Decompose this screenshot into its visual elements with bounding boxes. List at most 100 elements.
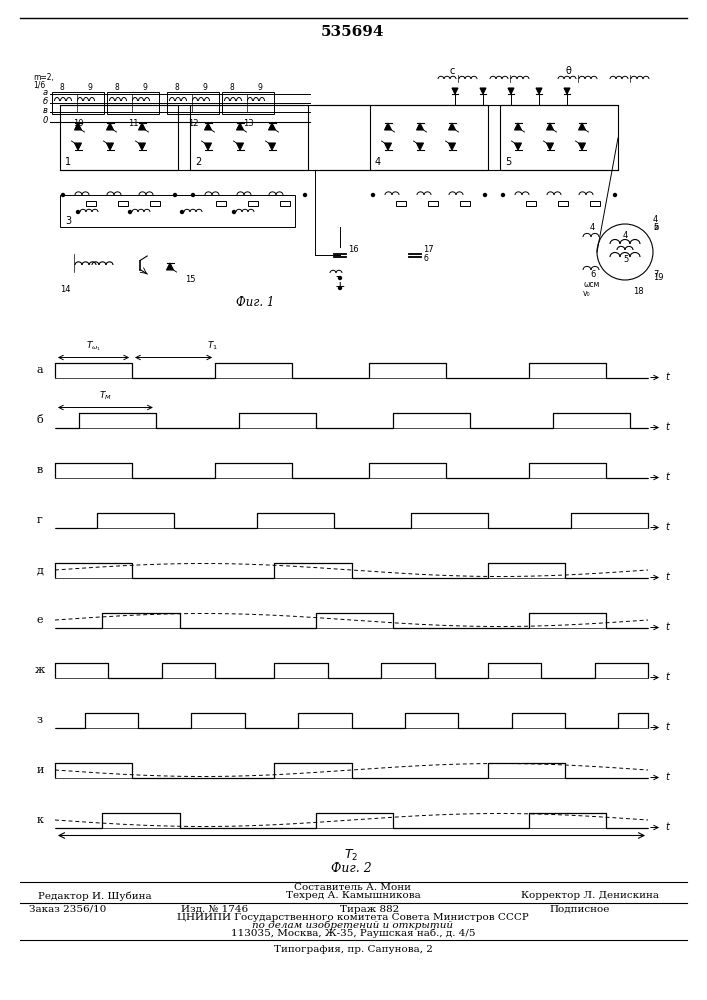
Bar [526, 200, 536, 206]
Text: $T_M$: $T_M$ [99, 390, 112, 402]
Text: Корректор Л. Денискина: Корректор Л. Денискина [521, 892, 659, 900]
Polygon shape [237, 143, 243, 150]
Bar [248, 200, 258, 206]
Polygon shape [269, 143, 276, 150]
Circle shape [233, 211, 235, 214]
Text: 1/6: 1/6 [33, 80, 45, 89]
Text: 4: 4 [653, 215, 658, 224]
Text: t: t [665, 622, 669, 633]
Polygon shape [74, 123, 81, 130]
Text: 9: 9 [257, 83, 262, 92]
Text: и: и [36, 765, 44, 775]
Text: 11: 11 [128, 119, 139, 128]
Bar [118, 200, 128, 206]
Text: а: а [37, 365, 43, 375]
Bar [558, 200, 568, 206]
Polygon shape [204, 123, 211, 130]
Text: $T_{\omega_1}$: $T_{\omega_1}$ [86, 339, 101, 353]
Text: 0: 0 [43, 116, 48, 125]
Text: 4: 4 [590, 223, 595, 232]
Circle shape [339, 286, 341, 290]
Polygon shape [139, 143, 146, 150]
Polygon shape [385, 143, 392, 150]
Circle shape [62, 194, 64, 196]
Text: 8: 8 [115, 83, 119, 92]
Text: 9: 9 [143, 83, 148, 92]
Text: 12: 12 [188, 119, 198, 128]
Bar [190, 105, 308, 170]
Polygon shape [515, 123, 522, 130]
Polygon shape [139, 123, 146, 130]
Text: к: к [37, 815, 43, 825]
Circle shape [371, 194, 375, 196]
Bar [60, 195, 295, 227]
Circle shape [484, 194, 486, 196]
Text: е: е [37, 615, 43, 625]
Polygon shape [204, 143, 211, 150]
Circle shape [303, 194, 307, 196]
Polygon shape [480, 88, 486, 94]
Bar [52, 92, 104, 114]
Circle shape [180, 211, 184, 214]
Text: t: t [665, 522, 669, 532]
Polygon shape [564, 88, 570, 94]
Polygon shape [547, 143, 554, 150]
Text: 15: 15 [185, 275, 196, 284]
Text: t: t [665, 372, 669, 382]
Text: 18: 18 [633, 287, 643, 296]
Text: 5: 5 [623, 255, 629, 264]
Text: +: + [335, 280, 346, 293]
Circle shape [501, 194, 505, 196]
Bar [460, 200, 470, 206]
Text: Составитель А. Мони: Составитель А. Мони [295, 884, 411, 892]
Text: $T_1$: $T_1$ [206, 340, 218, 353]
Polygon shape [452, 88, 458, 94]
Text: 13: 13 [243, 119, 253, 128]
Text: t: t [665, 422, 669, 432]
Text: 1: 1 [65, 157, 71, 167]
Circle shape [192, 194, 194, 196]
Text: б: б [423, 254, 428, 263]
Text: 8: 8 [175, 83, 180, 92]
Polygon shape [237, 123, 243, 130]
Polygon shape [107, 143, 114, 150]
Text: 535694: 535694 [321, 25, 385, 39]
Text: θ: θ [566, 66, 572, 76]
Polygon shape [416, 123, 423, 130]
Text: 5: 5 [505, 157, 511, 167]
Text: 16: 16 [348, 245, 358, 254]
Polygon shape [448, 143, 455, 150]
Text: 5: 5 [653, 223, 658, 232]
Circle shape [173, 194, 177, 196]
Text: д: д [37, 565, 43, 575]
Text: 19: 19 [653, 273, 663, 282]
Polygon shape [416, 143, 423, 150]
Text: Подписное: Подписное [550, 904, 610, 914]
Text: б: б [37, 415, 43, 425]
Text: и: и [653, 223, 658, 232]
Bar [370, 105, 488, 170]
Text: ωсм: ωсм [583, 280, 600, 289]
Bar [107, 92, 159, 114]
Text: ЦНИИПИ Государственного комитета Совета Министров СССР: ЦНИИПИ Государственного комитета Совета … [177, 912, 529, 922]
Text: m=2,: m=2, [33, 73, 54, 82]
Text: з: з [37, 715, 43, 725]
Polygon shape [74, 143, 81, 150]
Bar [222, 92, 274, 114]
Text: 9: 9 [88, 83, 93, 92]
Circle shape [76, 211, 79, 214]
Text: a: a [43, 88, 48, 97]
Text: Фиг. 2: Фиг. 2 [331, 861, 372, 874]
Text: в: в [37, 465, 43, 475]
Bar [590, 200, 600, 206]
Bar [500, 105, 618, 170]
Text: t: t [665, 572, 669, 582]
Text: 14: 14 [60, 285, 71, 294]
Text: t: t [665, 772, 669, 782]
Bar [428, 200, 438, 206]
Polygon shape [547, 123, 554, 130]
Polygon shape [167, 263, 173, 270]
Text: v₀: v₀ [583, 289, 590, 298]
Text: t: t [665, 672, 669, 682]
Circle shape [339, 276, 341, 279]
